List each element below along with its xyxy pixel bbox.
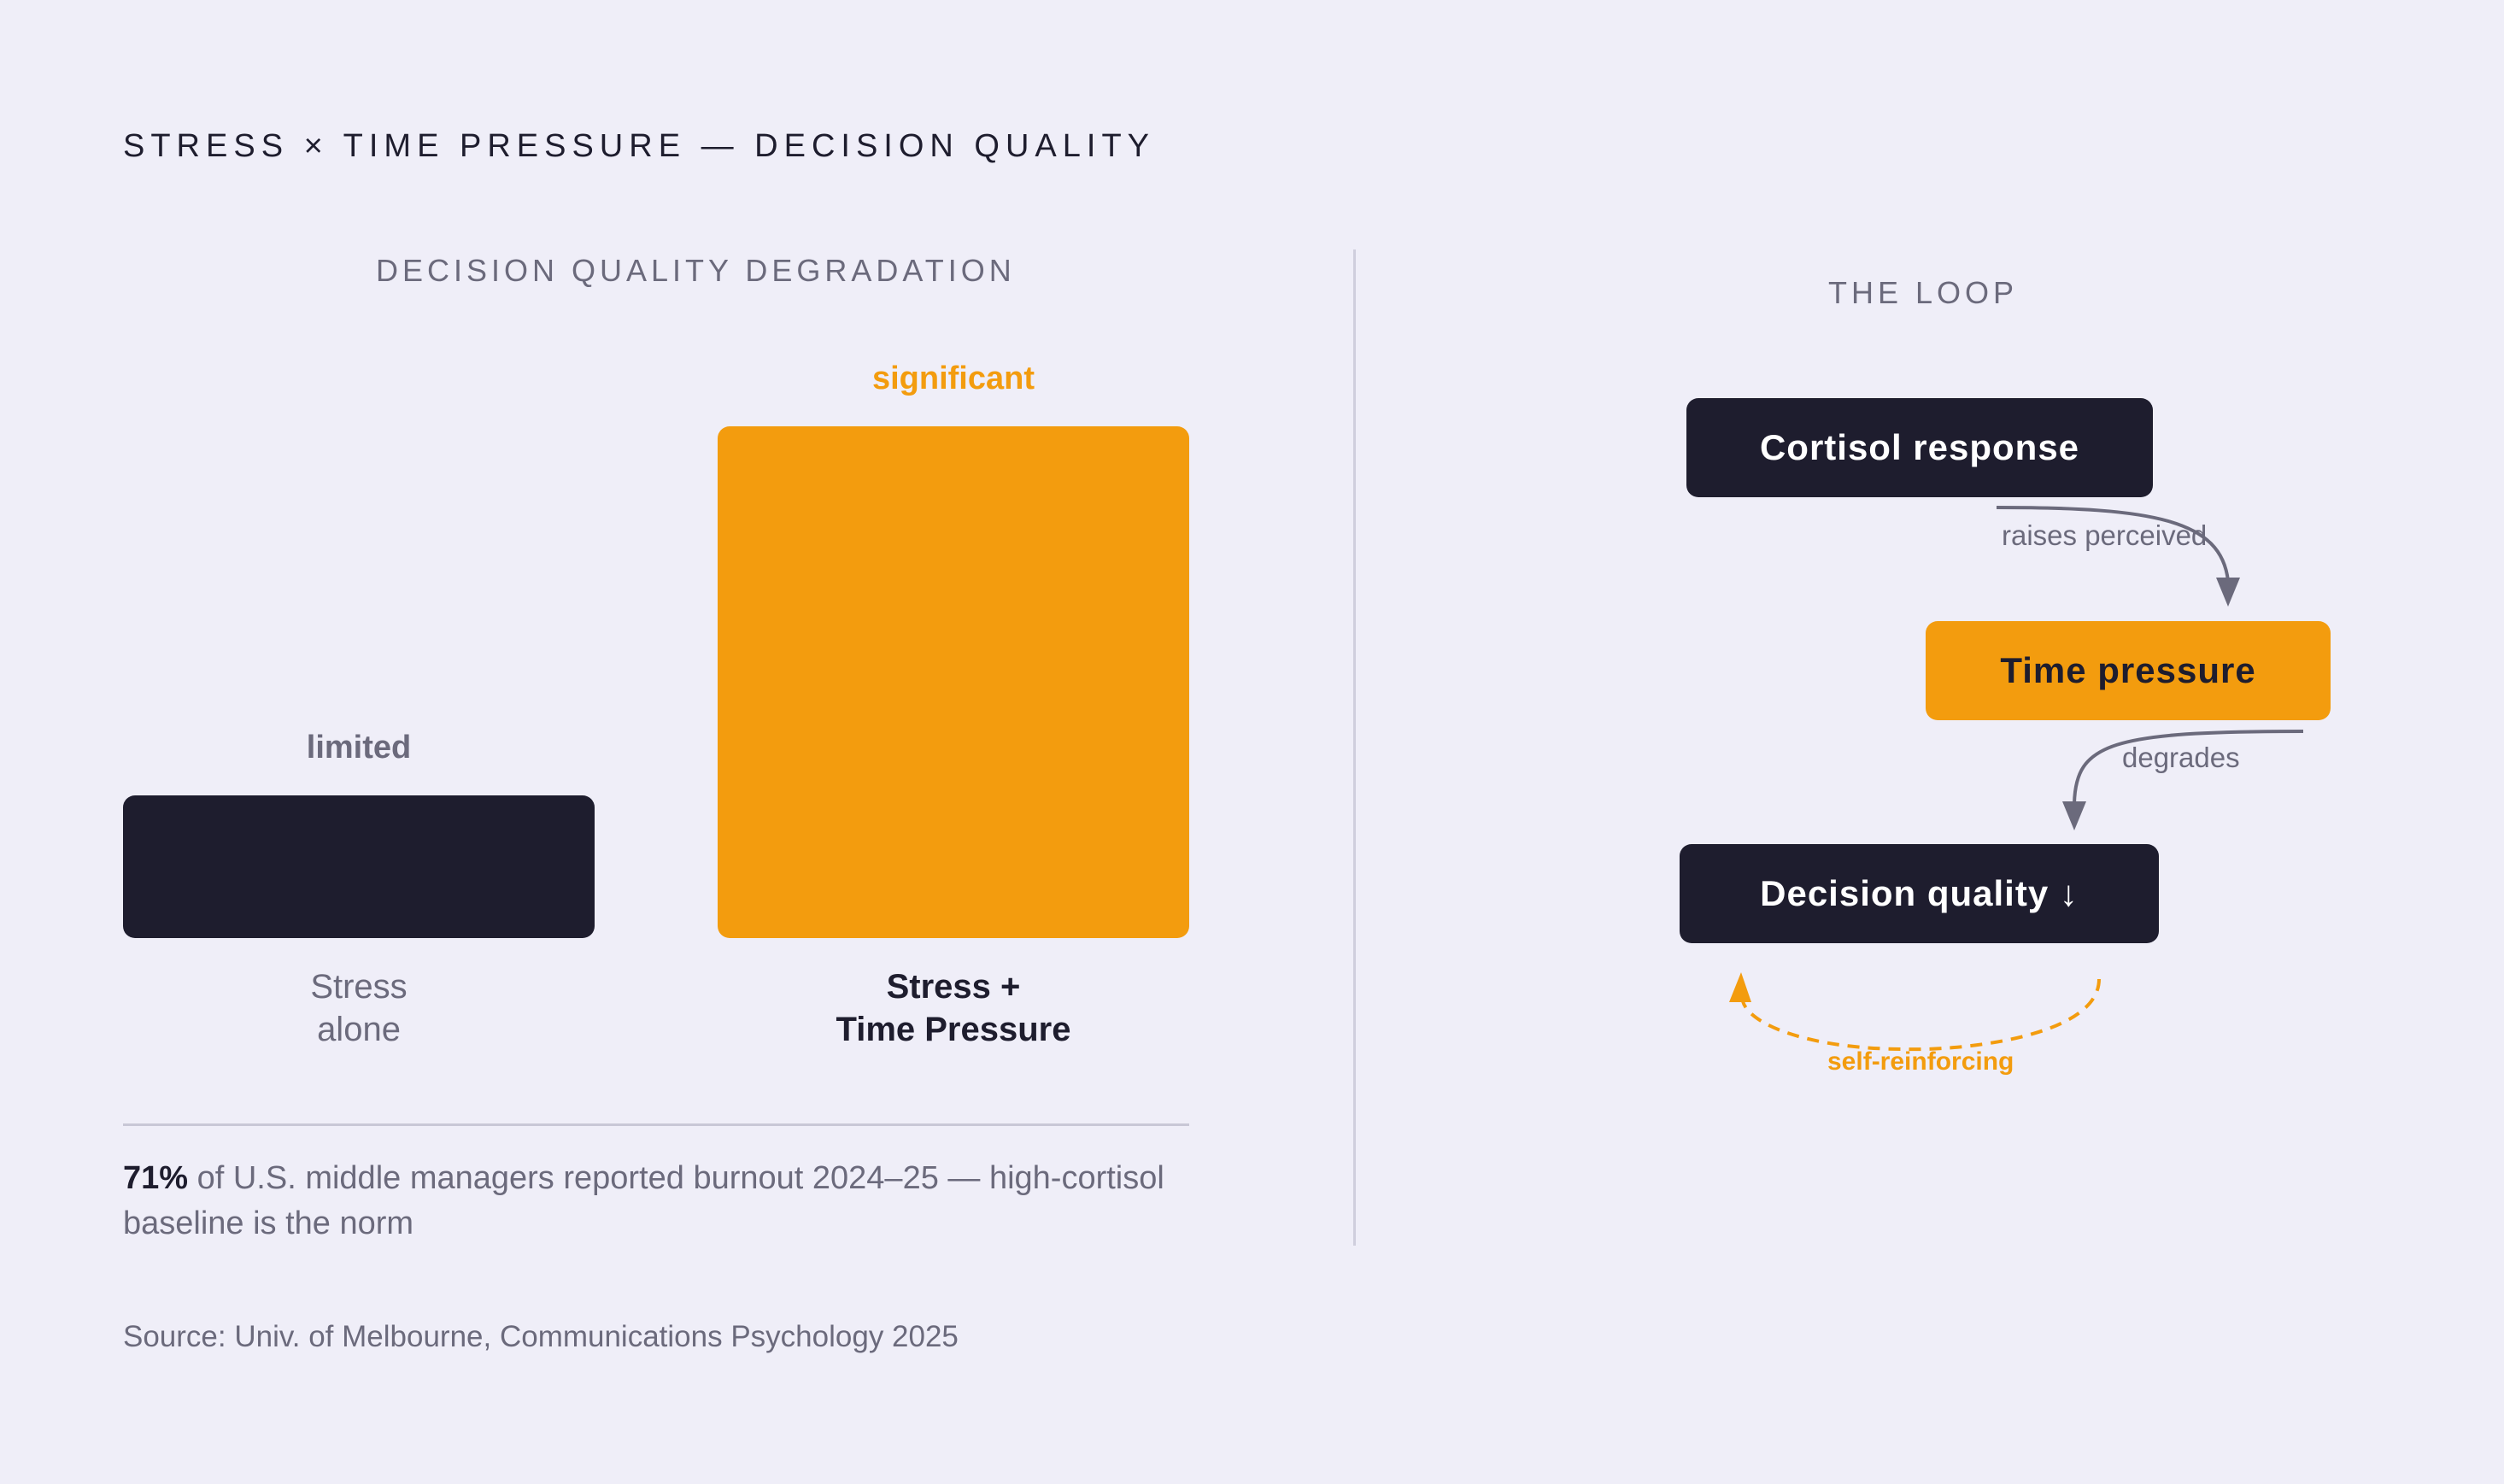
vertical-divider bbox=[1353, 249, 1356, 1246]
node-cortisol-response: Cortisol response bbox=[1686, 398, 2153, 497]
stat-number: 71% bbox=[123, 1160, 189, 1196]
bar-category-label-stress-alone: Stress alone bbox=[123, 965, 595, 1051]
bar-stress-alone bbox=[123, 795, 595, 938]
burnout-stat: 71% of U.S. middle managers reported bur… bbox=[123, 1156, 1189, 1246]
arrowhead-time-to-decision bbox=[2062, 801, 2086, 830]
source-citation: Source: Univ. of Melbourne, Communicatio… bbox=[123, 1320, 959, 1353]
bar-label-line: Stress + bbox=[886, 968, 1021, 1006]
horizontal-divider bbox=[123, 1123, 1189, 1126]
arrowhead-self-reinforcing bbox=[1729, 972, 1751, 1002]
bar-value-label-stress-time-pressure: significant bbox=[871, 361, 1035, 396]
edge-label-self-reinforcing: self-reinforcing bbox=[1827, 1047, 2014, 1076]
edge-label-degrades: degrades bbox=[2122, 742, 2240, 773]
node-time-pressure: Time pressure bbox=[1926, 621, 2331, 720]
bar-label-line: Time Pressure bbox=[836, 1011, 1071, 1048]
loop-heading: THE LOOP bbox=[1828, 275, 2019, 310]
arrowhead-cortisol-to-time bbox=[2216, 578, 2240, 607]
degradation-heading: DECISION QUALITY DEGRADATION bbox=[376, 253, 1016, 288]
bar-label-line: Stress bbox=[310, 968, 408, 1006]
page-title: STRESS × TIME PRESSURE — DECISION QUALIT… bbox=[123, 128, 1155, 164]
arrow-self-reinforcing bbox=[1741, 978, 2101, 1052]
bar-category-label-stress-time-pressure: Stress + Time Pressure bbox=[718, 965, 1189, 1051]
bar-value-label-stress-alone: limited bbox=[306, 730, 412, 765]
node-decision-quality: Decision quality ↓ bbox=[1680, 844, 2159, 943]
arrow-time-to-decision bbox=[2073, 730, 2304, 804]
stat-text: of U.S. middle managers reported burnout… bbox=[123, 1160, 1164, 1241]
bar-label-line: alone bbox=[317, 1011, 401, 1048]
edge-label-raises-perceived: raises perceived bbox=[2002, 519, 2208, 551]
arrow-cortisol-to-time bbox=[1996, 506, 2230, 582]
bar-stress-time-pressure bbox=[718, 426, 1189, 938]
